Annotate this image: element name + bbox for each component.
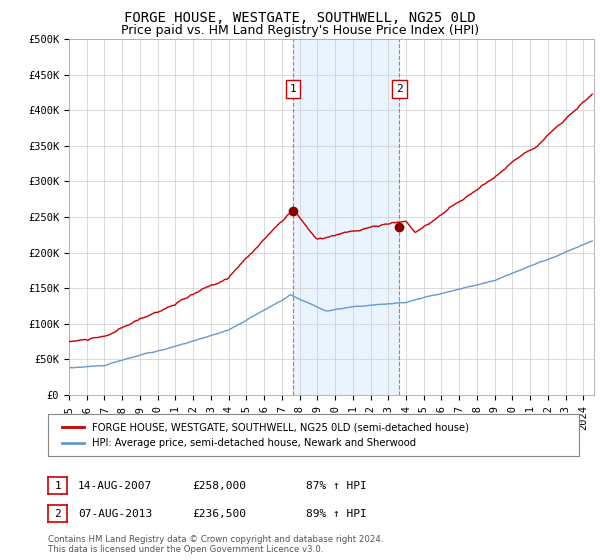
Text: 2: 2	[54, 508, 61, 519]
Text: 1: 1	[54, 480, 61, 491]
Bar	[293, 39, 399, 395]
Text: Contains HM Land Registry data © Crown copyright and database right 2024.
This d: Contains HM Land Registry data © Crown c…	[48, 535, 383, 554]
Text: 14-AUG-2007: 14-AUG-2007	[78, 480, 152, 491]
Text: FORGE HOUSE, WESTGATE, SOUTHWELL, NG25 0LD: FORGE HOUSE, WESTGATE, SOUTHWELL, NG25 0…	[124, 11, 476, 25]
Text: Price paid vs. HM Land Registry's House Price Index (HPI): Price paid vs. HM Land Registry's House …	[121, 24, 479, 36]
Text: £258,000: £258,000	[192, 480, 246, 491]
Text: £236,500: £236,500	[192, 508, 246, 519]
Text: 1: 1	[289, 84, 296, 94]
Text: 89% ↑ HPI: 89% ↑ HPI	[306, 508, 367, 519]
Text: 07-AUG-2013: 07-AUG-2013	[78, 508, 152, 519]
Legend: FORGE HOUSE, WESTGATE, SOUTHWELL, NG25 0LD (semi-detached house), HPI: Average p: FORGE HOUSE, WESTGATE, SOUTHWELL, NG25 0…	[56, 417, 475, 454]
Text: 87% ↑ HPI: 87% ↑ HPI	[306, 480, 367, 491]
Text: 2: 2	[396, 84, 403, 94]
